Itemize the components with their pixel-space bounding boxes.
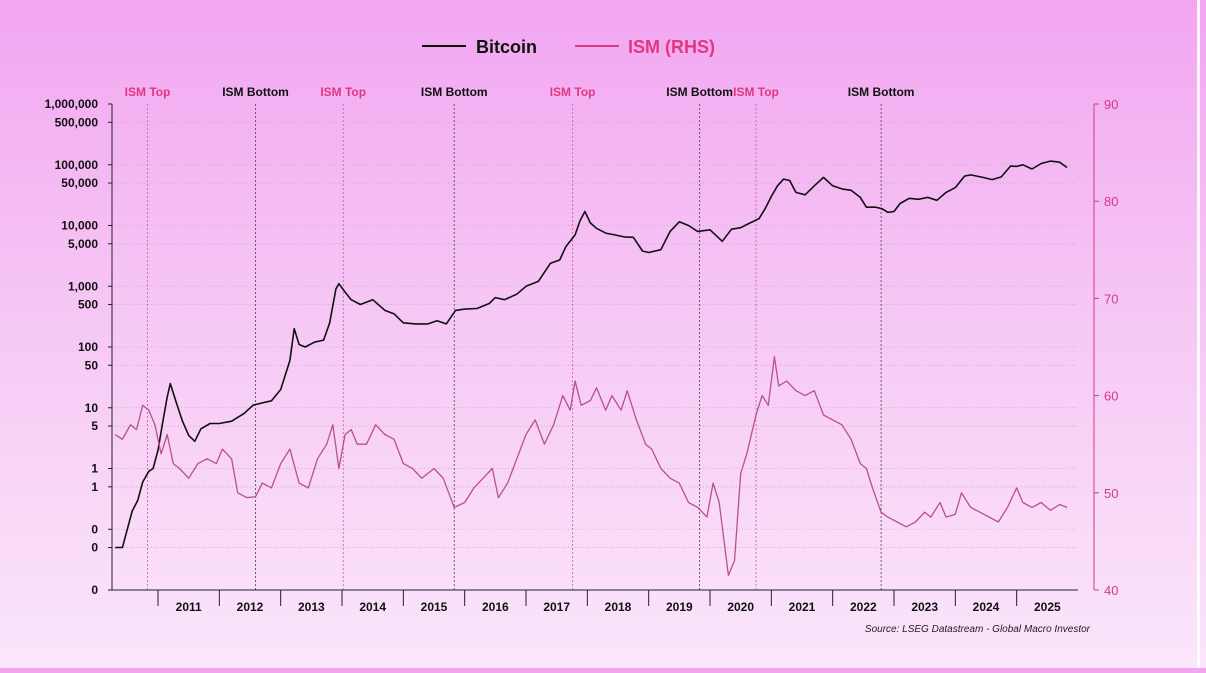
left-tick-label: 0 (91, 522, 98, 536)
right-tick-label: 90 (1104, 97, 1118, 112)
left-tick-label: 0 (91, 583, 98, 597)
x-tick-label: 2013 (298, 600, 325, 614)
left-tick-label: 1 (91, 480, 98, 494)
x-tick-label: 2021 (789, 600, 816, 614)
series-lines (114, 160, 1068, 577)
x-tick-label: 2022 (850, 600, 877, 614)
x-tick-label: 2011 (176, 600, 202, 614)
left-tick-label: 10 (85, 401, 99, 415)
right-tick-label: 50 (1104, 486, 1118, 501)
x-tick-label: 2024 (973, 600, 1000, 614)
annotation-label-ism-bottom: ISM Bottom (666, 85, 733, 99)
annotation-label-ism-top: ISM Top (125, 85, 171, 99)
left-tick-label: 100,000 (55, 158, 99, 172)
annotation-label-ism-top: ISM Top (733, 85, 779, 99)
series-line-ism (114, 356, 1068, 577)
left-tick-label: 1,000 (68, 279, 98, 293)
source-note: Source: LSEG Datastream - Global Macro I… (865, 624, 1091, 635)
x-tick-label: 2014 (359, 600, 386, 614)
annotation-label-ism-bottom: ISM Bottom (421, 85, 488, 99)
left-tick-label: 50,000 (61, 176, 98, 190)
left-tick-label: 0 (91, 541, 98, 555)
left-tick-label: 5 (91, 419, 98, 433)
x-tick-label: 2016 (482, 600, 509, 614)
left-tick-label: 10,000 (61, 219, 98, 233)
left-tick-label: 1,000,000 (45, 97, 99, 111)
annotation-label-ism-bottom: ISM Bottom (222, 85, 289, 99)
left-tick-label: 100 (78, 340, 98, 354)
axes: 1,000,000 500,000 100,000 50,000 10,000 5,000… (45, 97, 1119, 614)
left-tick-label: 500,000 (55, 115, 99, 129)
x-tick-label: 2015 (421, 600, 448, 614)
annotation-lines (147, 104, 882, 590)
annotation-label-ism-top: ISM Top (320, 85, 366, 99)
right-tick-label: 60 (1104, 389, 1118, 404)
legend-bitcoin-label: Bitcoin (476, 37, 537, 57)
left-tick-label: 50 (85, 358, 99, 372)
right-border-line (1197, 0, 1200, 668)
legend: Bitcoin ISM (RHS) (422, 37, 715, 57)
left-tick-label: 1 (91, 462, 98, 476)
left-tick-label: 5,000 (68, 237, 98, 251)
x-tick-label: 2025 (1034, 600, 1061, 614)
right-tick-label: 40 (1104, 583, 1118, 598)
left-tick-label: 500 (78, 298, 98, 312)
annotation-label-ism-bottom: ISM Bottom (848, 85, 915, 99)
x-tick-label: 2017 (543, 600, 570, 614)
annotation-labels: ISM Top ISM Bottom ISM Top ISM Bottom ISM To… (125, 85, 915, 99)
x-tick-label: 2012 (237, 600, 264, 614)
legend-ism-label: ISM (RHS) (628, 37, 715, 57)
x-tick-label: 2018 (605, 600, 632, 614)
x-tick-label: 2020 (727, 600, 754, 614)
annotation-label-ism-top: ISM Top (550, 85, 596, 99)
x-tick-label: 2019 (666, 600, 693, 614)
series-line-bitcoin (115, 160, 1068, 549)
right-tick-label: 80 (1104, 194, 1118, 209)
gridlines (112, 103, 1078, 591)
x-tick-label: 2023 (911, 600, 938, 614)
right-tick-label: 70 (1104, 291, 1118, 306)
